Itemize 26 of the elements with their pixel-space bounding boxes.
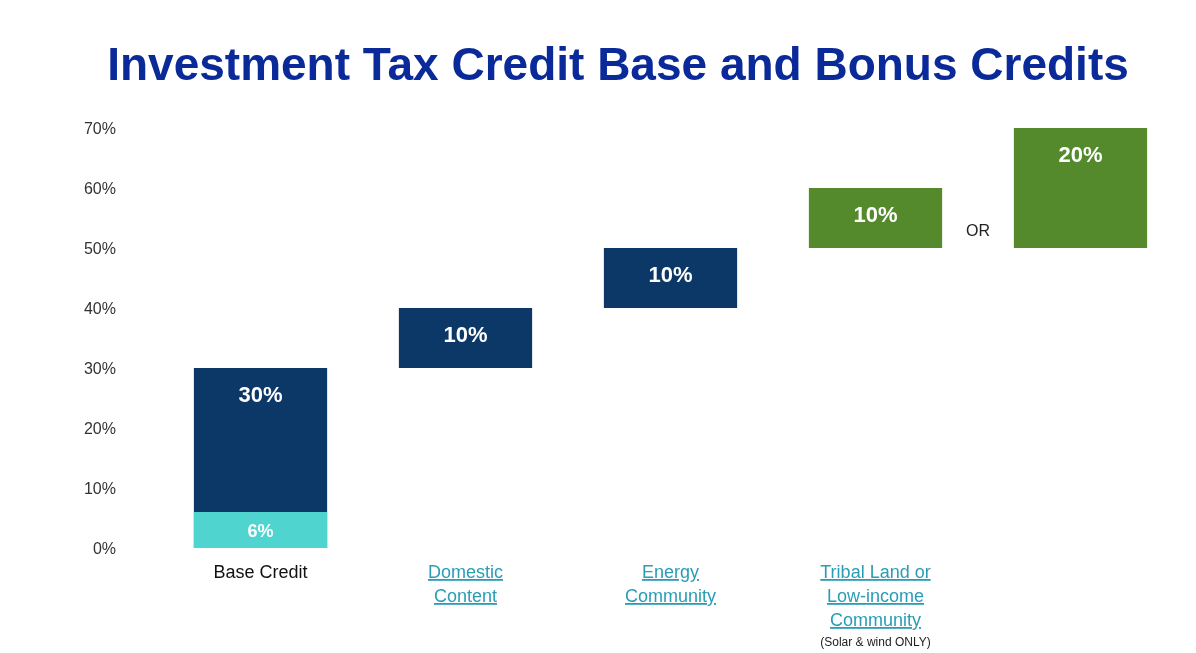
data-label: 10% <box>443 322 488 347</box>
y-tick-label: 40% <box>83 300 116 317</box>
data-label: 6% <box>247 521 274 541</box>
y-tick-label: 50% <box>83 240 116 257</box>
bar <box>808 188 943 248</box>
data-label: 20% <box>1058 142 1103 167</box>
bar <box>193 512 328 548</box>
data-label: 10% <box>648 262 693 287</box>
text: (Solar & wind ONLY) <box>820 635 931 649</box>
data-label: 10% <box>853 202 898 227</box>
bar <box>398 308 533 368</box>
x-tick-label: Base Credit <box>213 562 308 582</box>
data-label: 30% <box>238 382 283 407</box>
y-tick-label: 0% <box>92 540 116 557</box>
y-tick-label: 10% <box>83 480 116 497</box>
y-tick-label: 20% <box>83 420 116 437</box>
annotation: OR <box>966 222 990 239</box>
chart-title: Investment Tax Credit Base and Bonus Credits <box>107 38 1129 90</box>
x-tick-label: Tribal Land or Low-income Community <box>820 562 931 630</box>
x-tick-label: Domestic Content <box>427 562 504 606</box>
y-tick-label: 60% <box>83 180 116 197</box>
bar <box>603 248 738 308</box>
bar <box>1013 128 1148 248</box>
x-tick-label: Energy Community <box>624 562 717 606</box>
y-tick-label: 30% <box>83 360 116 377</box>
y-tick-label: 70% <box>83 120 116 137</box>
